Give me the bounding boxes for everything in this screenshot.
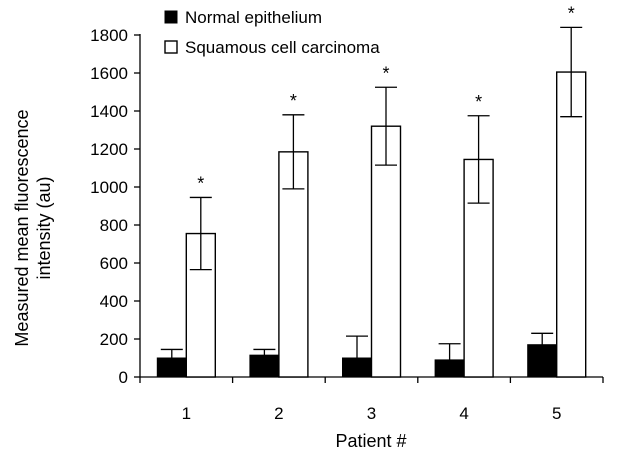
bar-normal-epithelium — [249, 354, 280, 378]
x-tick-label: 4 — [459, 404, 468, 423]
significance-marker: * — [568, 3, 575, 23]
legend-swatch-carcinoma — [164, 40, 178, 54]
legend-label-carcinoma: Squamous cell carcinoma — [185, 38, 380, 57]
bar-normal-epithelium — [156, 357, 187, 378]
x-tick-label: 1 — [182, 404, 191, 423]
bar-normal-epithelium — [434, 359, 465, 378]
significance-marker: * — [475, 92, 482, 112]
y-tick-label: 200 — [100, 330, 128, 349]
y-tick-label: 800 — [100, 216, 128, 235]
plot-area: 0 200 400 600 800 1000 1200 1400 1600 1800 1 2 3 4 5 * *… — [90, 3, 604, 423]
y-tick-label: 1800 — [90, 26, 128, 45]
y-tick-label: 1000 — [90, 178, 128, 197]
legend-swatch-normal — [164, 10, 178, 24]
x-tick-label: 3 — [367, 404, 376, 423]
y-tick-label: 1400 — [90, 102, 128, 121]
y-axis-title: Measured mean fluorescence intensity (au… — [12, 109, 54, 346]
bar-normal-epithelium — [527, 344, 558, 378]
y-tick-label: 0 — [119, 368, 128, 387]
y-tick-label: 1600 — [90, 64, 128, 83]
bar-squamous-cell-carcinoma — [556, 71, 587, 378]
legend: Normal epithelium Squamous cell carcinom… — [164, 8, 380, 57]
x-tick-label: 5 — [552, 404, 561, 423]
significance-marker: * — [382, 63, 389, 83]
y-tick-label: 400 — [100, 292, 128, 311]
significance-marker: * — [290, 91, 297, 111]
y-axis-title-line-1: Measured mean fluorescence — [12, 109, 32, 346]
y-tick-label: 600 — [100, 254, 128, 273]
y-axis-title-line-2: intensity (au) — [34, 176, 54, 279]
x-tick-label: 2 — [274, 404, 283, 423]
bar-normal-epithelium — [342, 357, 372, 378]
significance-marker: * — [197, 173, 204, 193]
x-axis-title: Patient # — [335, 431, 406, 451]
y-tick-label: 1200 — [90, 140, 128, 159]
legend-label-normal: Normal epithelium — [185, 8, 322, 27]
